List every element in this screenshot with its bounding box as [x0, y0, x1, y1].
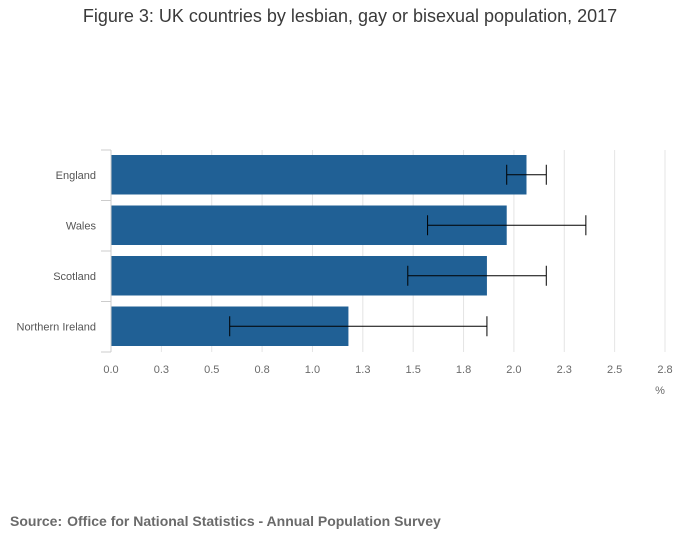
bars: [111, 155, 527, 346]
y-tick-label: Scotland: [53, 271, 96, 283]
bar: [111, 155, 527, 195]
x-tick-label: 2.5: [607, 364, 622, 376]
x-tick-label: 1.5: [406, 364, 421, 376]
x-tick-label: 1.8: [456, 364, 471, 376]
y-tick-label: Wales: [66, 220, 97, 232]
y-axis: England Wales Scotland Northern Ireland: [17, 149, 112, 353]
x-tick-label: 0.8: [254, 364, 269, 376]
source-text: Office for National Statistics - Annual …: [67, 513, 441, 529]
x-axis: 0.0 0.3 0.5 0.8 1.0 1.3 1.5 1.8 2.0 2.3 2.5 2.8%: [103, 364, 672, 397]
y-tick-label: Northern Ireland: [17, 321, 97, 333]
error-bars: [229, 164, 587, 337]
x-tick-label: 2.0: [506, 364, 521, 376]
x-tick-label: 1.0: [305, 364, 320, 376]
source-note: Source: Office for National Statistics - …: [10, 513, 441, 529]
source-label: Source:: [10, 513, 63, 529]
x-tick-label: 0.5: [204, 364, 219, 376]
y-tick-label: England: [56, 170, 96, 182]
chart-title: Figure 3: UK countries by lesbian, gay o…: [82, 6, 618, 26]
x-axis-label: %: [655, 385, 665, 397]
x-tick-label: 0.0: [103, 364, 118, 376]
x-tick-label: 2.8: [657, 364, 672, 376]
x-tick-label: 1.3: [355, 364, 370, 376]
x-tick-label: 0.3: [154, 364, 169, 376]
x-tick-label: 2.3: [557, 364, 572, 376]
